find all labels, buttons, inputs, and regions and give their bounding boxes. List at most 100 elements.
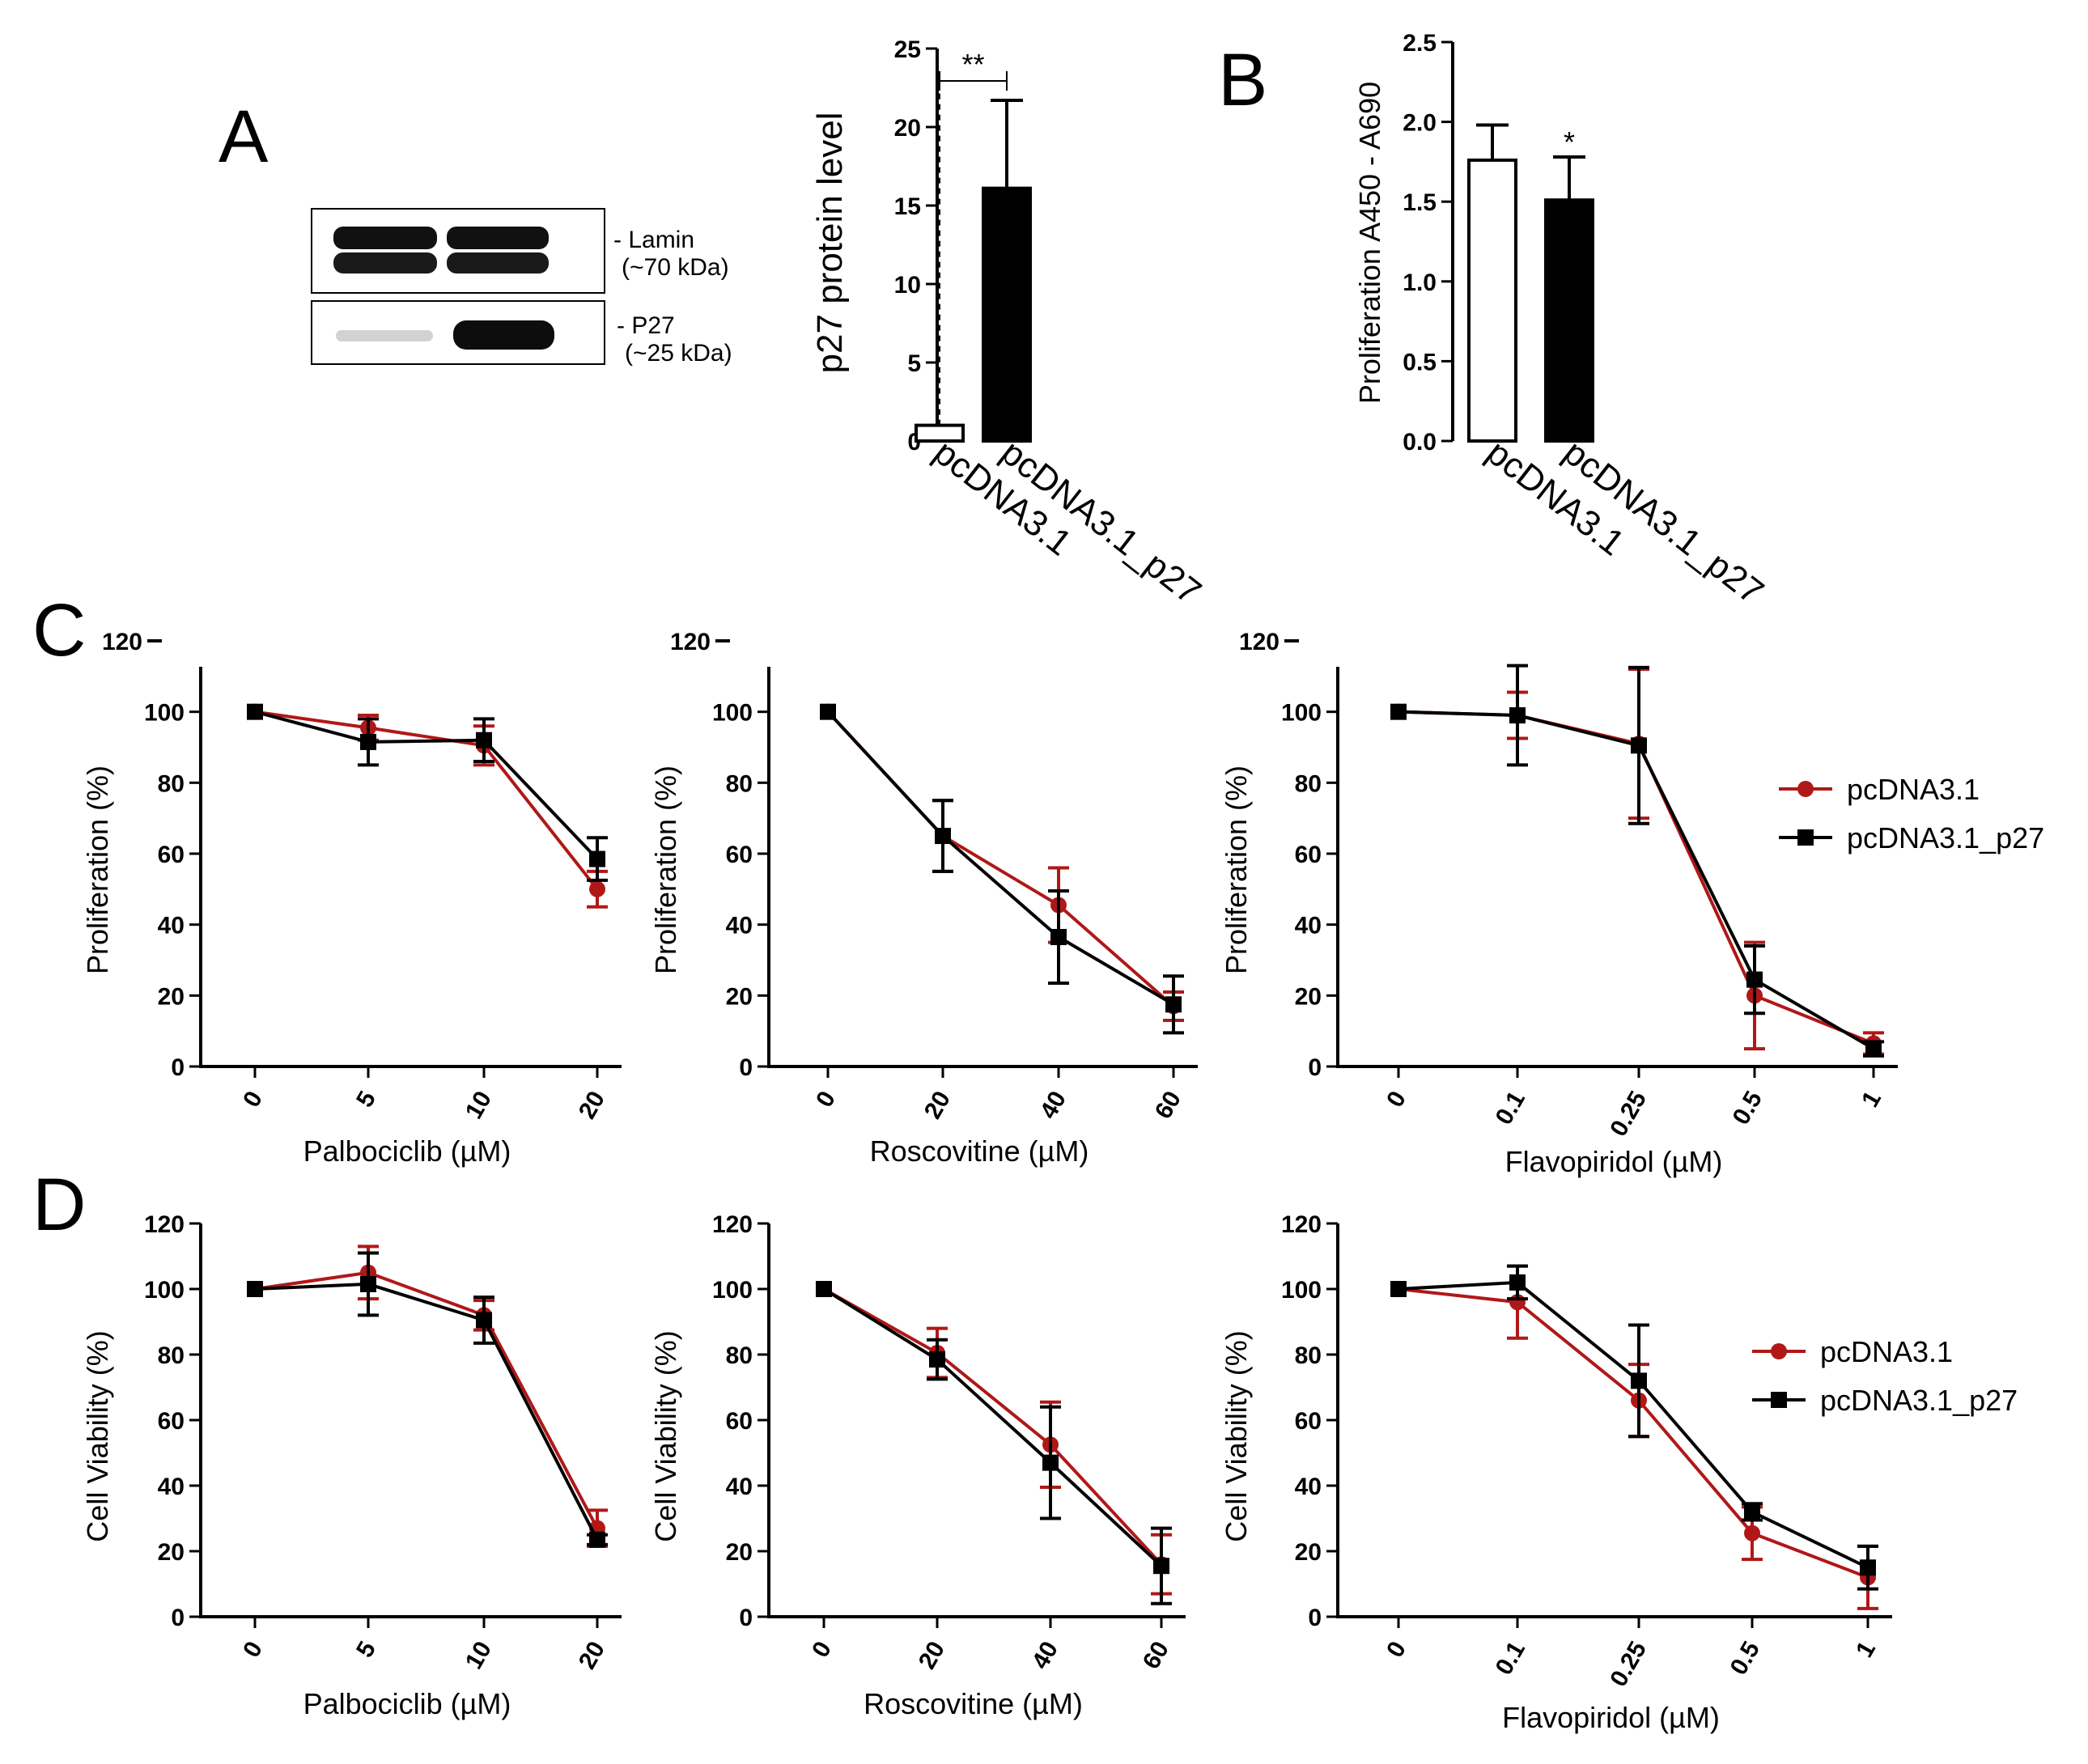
y-tick-label: 0: [739, 1054, 753, 1081]
x-axis-label: Flavopiridol (µM): [1502, 1701, 1720, 1734]
data-point-square: [1746, 971, 1763, 988]
x-tick-label: 20: [914, 1637, 950, 1673]
series-pcDNA3.1: [247, 703, 608, 909]
x-tick-label: 5: [351, 1087, 381, 1112]
blot-label-p27: - P27: [617, 312, 675, 339]
legend-label: pcDNA3.1_p27: [1820, 1384, 2018, 1417]
chart-B-bar: 0.0 0.5 1.0 1.5 2.0 2.5 Proliferation A450 - A…: [1353, 30, 1771, 613]
series-pcDNA3.1_p27: [820, 703, 1184, 1035]
bar-pcDNA3.1: [1467, 158, 1517, 443]
x-tick-label: 0: [1381, 1087, 1411, 1112]
y-tick-label: 60: [1295, 1408, 1322, 1435]
data-point-square: [1509, 1274, 1526, 1291]
y-tick-label: 20: [1295, 983, 1322, 1010]
y-tick-label: 1.0: [1403, 269, 1437, 296]
y-tick-label: 60: [1295, 842, 1322, 868]
blot-band: [447, 252, 549, 274]
series-line: [254, 710, 599, 860]
data-point-square: [247, 703, 263, 720]
x-tick-label: 1: [1857, 1087, 1886, 1112]
y-tick-label: 0: [739, 1605, 753, 1631]
x-tick-label: 0.1: [1491, 1637, 1530, 1680]
significance-stars: **: [961, 48, 984, 81]
x-tick-label: 20: [574, 1637, 610, 1673]
series-pcDNA3.1_p27: [816, 1281, 1172, 1605]
y-tick-label: 40: [158, 913, 185, 939]
western-blot: - Lamin (~70 kDa) - P27 (~25 kDa): [311, 208, 732, 367]
legend-marker-square: [1797, 829, 1814, 846]
x-tick-label: 0.1: [1491, 1087, 1530, 1130]
blot-label-lamin: - Lamin: [613, 227, 694, 253]
y-tick-label: 120: [144, 1211, 185, 1238]
y-tick-label: 60: [726, 842, 753, 868]
y-tick-label: 0.0: [1403, 429, 1437, 456]
series-line: [1398, 710, 1874, 1045]
panel-letter-b: B: [1218, 39, 1267, 121]
series-pcDNA3.1_p27: [1390, 1264, 1878, 1591]
x-tick-label: 0: [238, 1087, 268, 1112]
x-tick-label: 10: [460, 1637, 497, 1673]
blot-band: [336, 330, 433, 341]
y-tick-label: 40: [726, 1474, 753, 1500]
y-tick-label: 120: [102, 629, 142, 655]
y-tick-label: 80: [1295, 1342, 1322, 1369]
panel-letter-d: D: [32, 1164, 86, 1246]
data-point-square: [1860, 1559, 1876, 1576]
data-point-square: [1153, 1558, 1169, 1575]
x-axis-label: Roscovitine (µM): [864, 1687, 1083, 1720]
x-axis-label: Roscovitine (µM): [870, 1134, 1089, 1168]
series-line: [254, 1270, 599, 1529]
legend-marker-circle: [1771, 1343, 1787, 1359]
data-point-square: [476, 1312, 492, 1329]
series-line: [254, 1282, 599, 1541]
legend-marker-circle: [1797, 781, 1814, 797]
y-tick-label: 0: [171, 1054, 185, 1081]
y-axis-label: Cell Viability (%): [1220, 1330, 1253, 1541]
series-pcDNA3.1_p27: [1390, 664, 1884, 1058]
y-tick-label: 40: [158, 1474, 185, 1500]
data-point-square: [1865, 1041, 1882, 1058]
chart-C2: 0 20 40 60 80 100 120 0 20 40 60 Roscovitine (µM) Pr…: [649, 629, 1198, 1168]
y-axis-label: p27 protein level: [810, 112, 850, 374]
series-pcDNA3.1: [816, 1281, 1172, 1596]
y-tick-label: 2.0: [1403, 110, 1437, 137]
chart-D1: 0 20 40 60 80 100 120 0 5 10 20 Palbociclib (µM) Cel…: [81, 1211, 622, 1720]
y-tick-label: 100: [144, 1277, 185, 1304]
y-tick-label: 1.5: [1403, 189, 1437, 216]
bar-pcDNA3.1_p27: [1544, 198, 1594, 443]
data-point-square: [1509, 707, 1526, 724]
data-point-square: [816, 1281, 832, 1297]
series-line: [254, 710, 599, 891]
y-axis-label: Proliferation (%): [81, 765, 114, 974]
x-tick-label: 0.5: [1728, 1087, 1768, 1130]
data-point-square: [1042, 1454, 1059, 1471]
chart-D2: 0 20 40 60 80 100 120 0 20 40 60 Roscovitine (µM) Ce…: [649, 1211, 1186, 1720]
chart-C3: 0 20 40 60 80 100 120 0 0.1 0.25 0.5 1 Flavopiridol …: [1220, 629, 2044, 1178]
data-point-square: [1165, 996, 1182, 1013]
blot-band: [453, 320, 554, 350]
data-point-square: [1744, 1503, 1760, 1520]
y-tick-label: 60: [158, 1408, 185, 1435]
y-axis-label: Cell Viability (%): [649, 1330, 682, 1541]
series-pcDNA3.1_p27: [247, 703, 608, 882]
legend-marker-square: [1771, 1392, 1787, 1408]
data-point-square: [935, 828, 951, 845]
y-tick-label: 80: [1295, 770, 1322, 797]
series-pcDNA3.1: [247, 1245, 608, 1548]
data-point-circle: [1744, 1524, 1760, 1541]
x-axis-label: Palbociclib (µM): [303, 1687, 511, 1720]
panel-letter-a: A: [219, 95, 269, 178]
blot-size-p27: (~25 kDa): [625, 340, 732, 367]
legend: pcDNA3.1 pcDNA3.1_p27: [1752, 1335, 2018, 1417]
series-line: [826, 710, 1175, 1007]
y-tick-label: 100: [1281, 1277, 1322, 1304]
y-tick-label: 10: [894, 272, 921, 299]
y-tick-label: 20: [158, 983, 185, 1010]
y-tick-label: 0: [1308, 1605, 1322, 1631]
y-tick-label: 5: [907, 350, 921, 377]
y-tick-label: 0.5: [1403, 349, 1437, 375]
x-tick-label: 40: [1027, 1637, 1063, 1673]
y-tick-label: 120: [712, 1211, 753, 1238]
